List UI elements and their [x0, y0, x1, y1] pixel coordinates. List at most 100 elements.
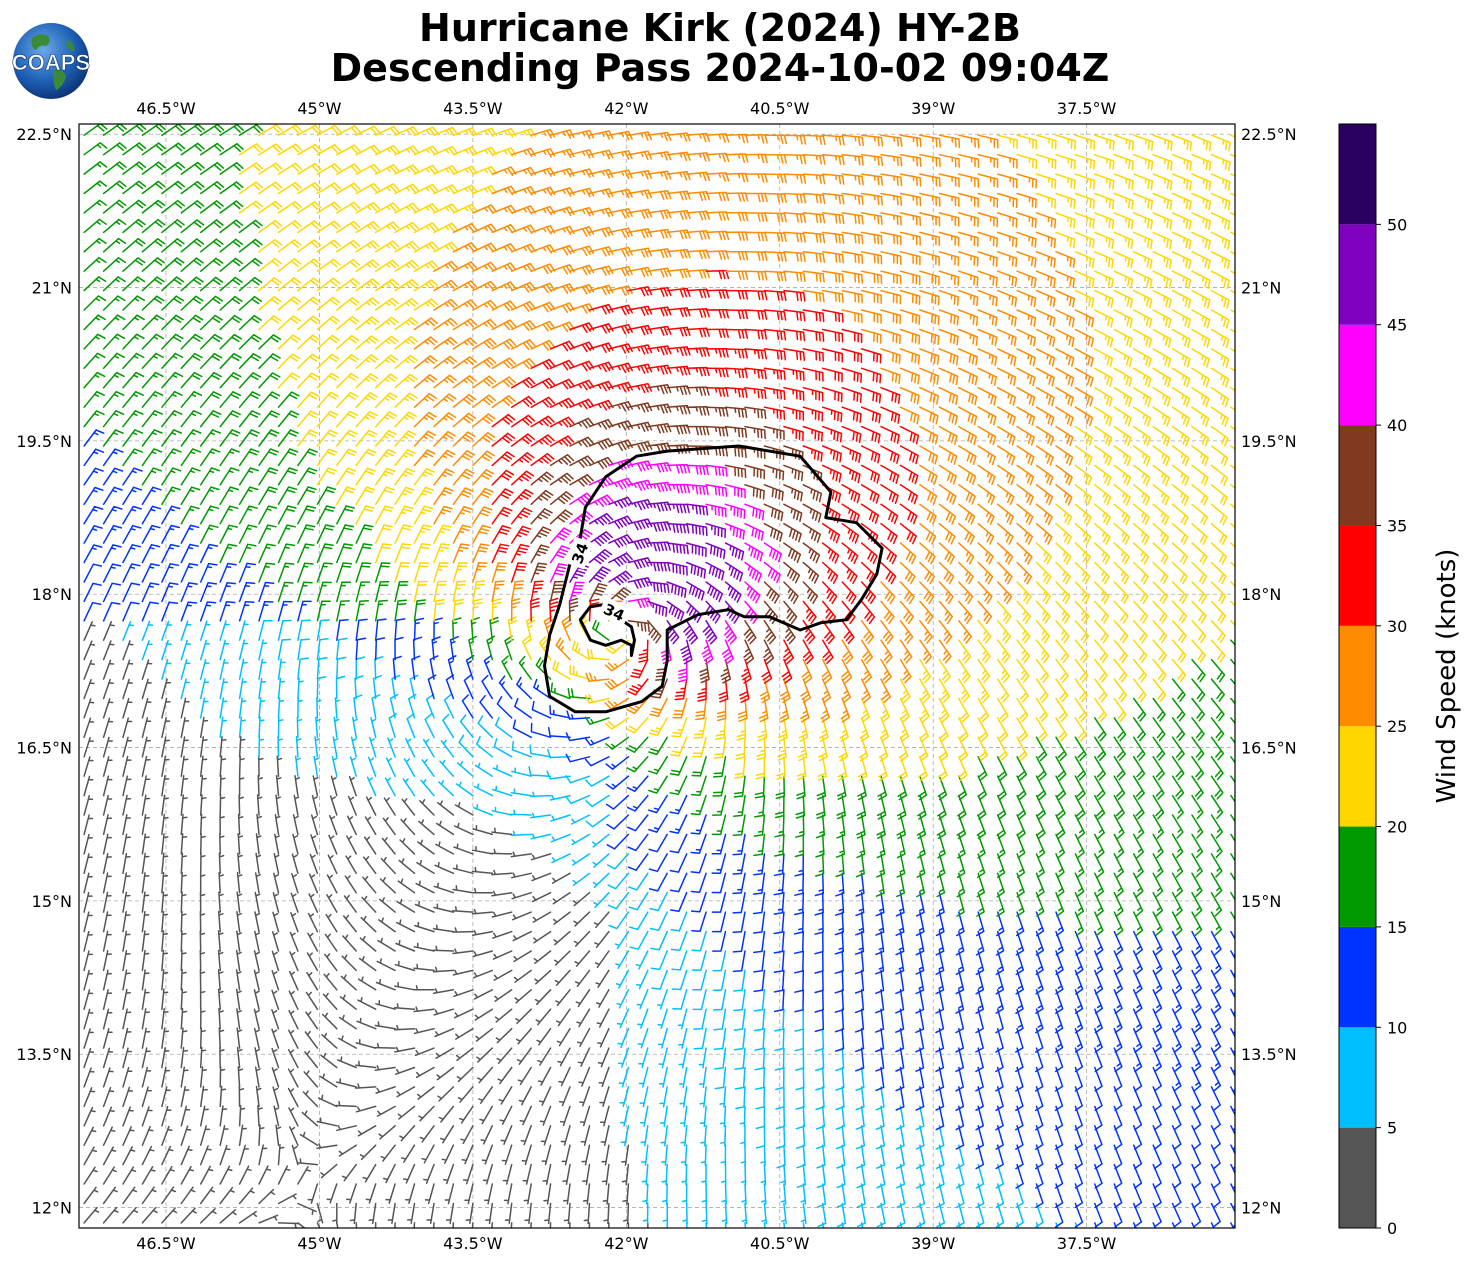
- wind-barb: [122, 410, 144, 428]
- wind-barb: [335, 1100, 357, 1108]
- wind-barb: [161, 563, 180, 583]
- wind-barb: [1191, 600, 1207, 624]
- wind-barb: [763, 1222, 766, 1228]
- wind-barb: [349, 756, 357, 777]
- wind-barb: [199, 736, 208, 758]
- wind-barb: [258, 524, 277, 544]
- wind-barb: [393, 1003, 416, 1010]
- wind-barb: [219, 1066, 226, 1088]
- wind-barb: [275, 794, 281, 816]
- wind-barb: [860, 328, 882, 344]
- wind-barb: [1171, 697, 1186, 722]
- wind-barb: [569, 341, 595, 353]
- wind-barb: [918, 736, 929, 762]
- wind-barb: [1152, 930, 1163, 956]
- wind-barb: [834, 1008, 845, 1033]
- wind-barb: [180, 1085, 190, 1108]
- wind-barb: [1094, 484, 1112, 506]
- wind-barb: [875, 1008, 885, 1033]
- wind-barb: [1152, 794, 1165, 820]
- wind-barb: [452, 927, 474, 933]
- wind-barb: [860, 309, 882, 324]
- wind-barb: [102, 257, 127, 272]
- wind-barb: [701, 639, 714, 665]
- wind-barb: [958, 212, 979, 228]
- wind-barb: [1035, 620, 1051, 644]
- wind-barb: [977, 192, 999, 208]
- wind-barb: [1055, 620, 1070, 644]
- wind-barb: [102, 989, 113, 1010]
- wind-barb: [647, 364, 672, 375]
- wind-barb: [783, 251, 806, 263]
- wind-barb: [588, 418, 614, 430]
- wind-barb: [899, 289, 921, 306]
- wind-barb: [1035, 678, 1049, 703]
- wind-barb: [161, 775, 170, 797]
- wind-barb: [472, 487, 494, 506]
- wind-barb: [549, 264, 575, 275]
- wind-barb: [1094, 697, 1108, 722]
- wind-barb: [1152, 950, 1163, 976]
- wind-barb: [875, 1086, 885, 1111]
- wind-barb: [271, 931, 280, 952]
- wind-barb: [977, 658, 991, 684]
- wind-barb: [1152, 231, 1173, 250]
- wind-barb: [1016, 561, 1033, 585]
- wind-barb: [690, 814, 707, 835]
- wind-barb: [835, 833, 846, 858]
- wind-barb: [297, 448, 318, 467]
- wind-barb: [305, 1011, 319, 1030]
- wind-barb: [510, 525, 532, 544]
- wind-barb: [413, 505, 434, 525]
- wind-barb: [422, 738, 435, 758]
- wind-barb: [472, 185, 497, 195]
- wind-barb: [235, 949, 242, 972]
- wind-barb: [122, 180, 147, 195]
- wind-barb: [958, 736, 969, 762]
- wind-barb: [495, 1027, 513, 1044]
- wind-barb: [510, 320, 536, 331]
- wind-barb: [600, 1125, 610, 1147]
- wind-barb: [1094, 406, 1113, 427]
- wind-barb: [394, 580, 409, 603]
- wind-barb: [83, 237, 107, 253]
- wind-barb: [297, 429, 319, 447]
- wind-barb: [340, 974, 357, 991]
- wind-barb: [161, 486, 181, 506]
- wind-barb: [815, 814, 826, 839]
- wind-barb: [433, 126, 459, 137]
- wind-barb: [537, 1066, 552, 1086]
- wind-barb: [1210, 367, 1230, 388]
- wind-barb: [915, 1066, 925, 1092]
- wind-barb: [739, 678, 750, 703]
- wind-barb: [899, 231, 921, 246]
- wind-barb: [783, 561, 801, 584]
- wind-barb: [1230, 484, 1235, 490]
- wind-barb: [452, 356, 477, 370]
- wind-barb: [1191, 348, 1210, 368]
- wind-barb: [141, 659, 153, 680]
- wind-barb: [1230, 989, 1235, 1014]
- wind-barb: [1094, 678, 1108, 703]
- wind-barb: [316, 619, 330, 641]
- wind-barb: [180, 852, 187, 875]
- wind-barb: [899, 192, 922, 207]
- wind-barb: [549, 527, 572, 544]
- wind-barb: [1016, 484, 1034, 506]
- wind-barb: [705, 367, 729, 378]
- wind-barb: [425, 693, 435, 719]
- wind-barb: [345, 855, 357, 875]
- wind-barb: [161, 872, 169, 894]
- wind-barb: [1191, 484, 1209, 506]
- wind-barb: [83, 872, 93, 894]
- wind-barb: [297, 372, 320, 389]
- wind-barb: [1191, 1066, 1202, 1092]
- wind-barb: [814, 891, 824, 916]
- wind-barb: [835, 1125, 846, 1150]
- wind-barb: [347, 795, 357, 816]
- wind-barb: [935, 969, 945, 995]
- wind-barb: [1171, 173, 1192, 191]
- wind-barb: [815, 1125, 826, 1150]
- wind-barb: [122, 199, 146, 214]
- wind-barb: [834, 950, 844, 975]
